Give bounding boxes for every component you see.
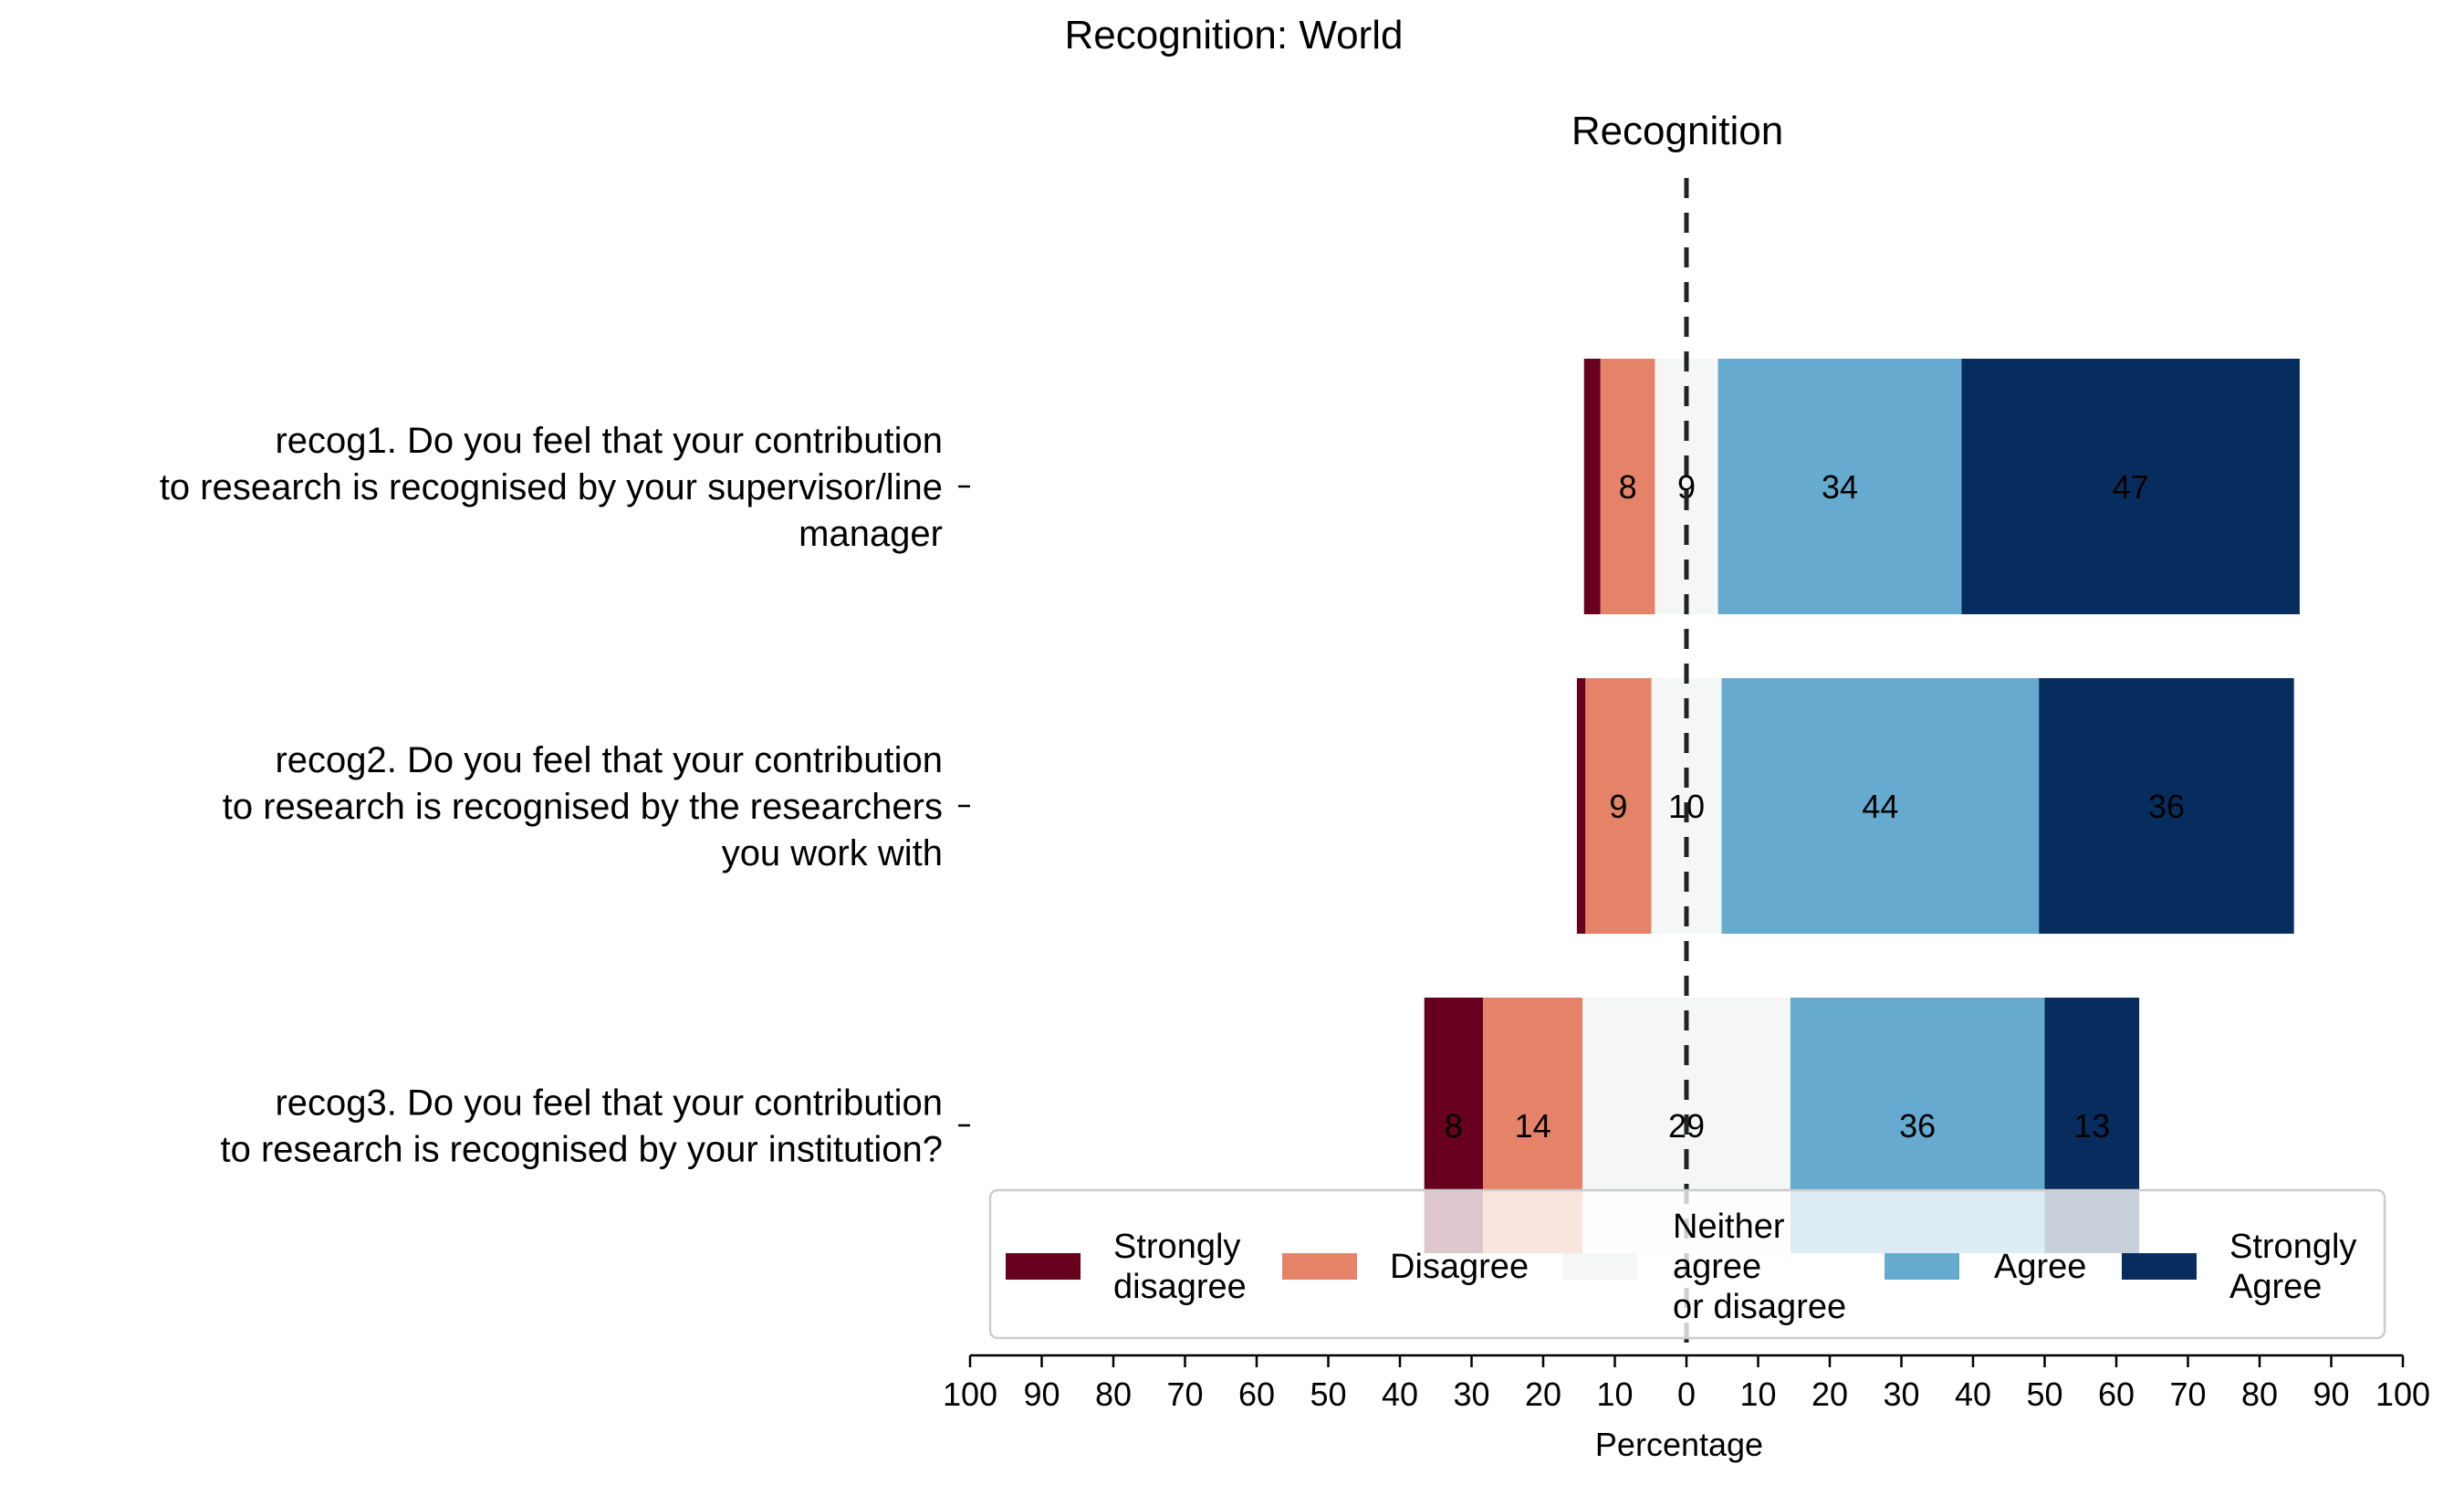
bar-value-label: 9 (1609, 788, 1627, 825)
x-tick-label: 100 (2375, 1375, 2430, 1413)
x-tick-label: 10 (1739, 1375, 1776, 1413)
chart-subtitle: Recognition (1571, 109, 1783, 153)
bar-value-label: 36 (1899, 1107, 1936, 1145)
x-tick-label: 50 (2026, 1375, 2062, 1413)
legend-label-line: Agree (1994, 1248, 2086, 1286)
chart-title: Recognition: World (1065, 13, 1404, 58)
question-label-line: to research is recognised by your superv… (160, 467, 943, 507)
legend-frame (988, 1188, 2386, 1340)
x-tick-label: 50 (1310, 1375, 1346, 1413)
bar-segment (1583, 359, 1601, 614)
x-tick-label: 30 (1883, 1375, 1919, 1413)
bar-value-label: 8 (1445, 1107, 1463, 1145)
legend-swatch (1562, 1253, 1637, 1280)
question-label-line: to research is recognised by the researc… (223, 787, 943, 827)
x-tick-label: 70 (2169, 1375, 2206, 1413)
x-tick-label: 30 (1453, 1375, 1489, 1413)
x-tick-label: 0 (1677, 1375, 1696, 1413)
x-tick-label: 80 (2241, 1375, 2278, 1413)
legend-swatch (2122, 1253, 2197, 1280)
x-tick-label: 40 (1955, 1375, 1991, 1413)
x-tick-label: 40 (1382, 1375, 1418, 1413)
legend-label-line: Disagree (1390, 1248, 1529, 1286)
x-tick-label: 60 (1238, 1375, 1275, 1413)
bar-segment (2039, 678, 2294, 934)
bar-segment (1576, 678, 1586, 934)
bar-value-label: 34 (1822, 468, 1858, 506)
legend-swatch (1006, 1253, 1081, 1280)
bar-segment (1721, 678, 2040, 934)
bar-segment (1600, 359, 1655, 614)
legend-label-line: Strongly (2229, 1228, 2356, 1266)
bar-value-label: 44 (1862, 788, 1898, 825)
question-label-line: recog2. Do you feel that your contributi… (275, 740, 943, 780)
bars-group: 8 9 34 479 10 44 368 14 29 36 13 (1424, 359, 2300, 1253)
x-tick-label: 10 (1596, 1375, 1633, 1413)
question-label-line: to research is recognised by your instit… (220, 1130, 943, 1170)
bar-segment (1585, 678, 1652, 934)
bar-value-label: 36 (2148, 788, 2185, 825)
x-tick-label: 80 (1095, 1375, 1132, 1413)
bar-value-label: 47 (2113, 468, 2149, 506)
legend-label-line: Strongly (1113, 1228, 1240, 1266)
x-tick-label: 20 (1811, 1375, 1848, 1413)
x-axis-label: Percentage (1595, 1426, 1763, 1463)
x-tick-label: 100 (943, 1375, 997, 1413)
x-tick-label: 90 (2313, 1375, 2349, 1413)
bar-segment (1717, 359, 1962, 614)
x-axis: 100 90 80 70 60 50 40 30 20 10 0 10 20 30 40 50 60 70 80 90… (943, 1354, 2430, 1413)
question-label-line: recog3. Do you feel that your contributi… (275, 1083, 943, 1124)
question-label-line: manager (799, 514, 943, 554)
legend-label-line: Neither (1673, 1208, 1785, 1246)
x-tick-label: 90 (1023, 1375, 1060, 1413)
bar-segment (1961, 359, 2300, 614)
bar-value-label: 14 (1515, 1107, 1551, 1145)
question-label-line: recog1. Do you feel that your contributi… (275, 421, 943, 461)
y-axis-labels: recog1. Do you feel that your contributi… (160, 421, 970, 1170)
question-label-line: you work with (722, 833, 943, 873)
bar-value-label: 13 (2073, 1107, 2110, 1145)
legend-swatch (1885, 1253, 1959, 1280)
bar-value-label: 9 (1677, 468, 1696, 506)
legend-label-line: agree (1673, 1248, 1761, 1286)
legend-swatch (1282, 1253, 1357, 1280)
bar-value-label: 8 (1619, 468, 1637, 506)
x-tick-label: 60 (2098, 1375, 2135, 1413)
x-tick-label: 70 (1166, 1375, 1203, 1413)
legend-label-line: or disagree (1673, 1288, 1846, 1326)
legend-label-line: disagree (1113, 1268, 1247, 1306)
x-tick-label: 20 (1525, 1375, 1561, 1413)
legend-label-line: Agree (2229, 1268, 2322, 1306)
